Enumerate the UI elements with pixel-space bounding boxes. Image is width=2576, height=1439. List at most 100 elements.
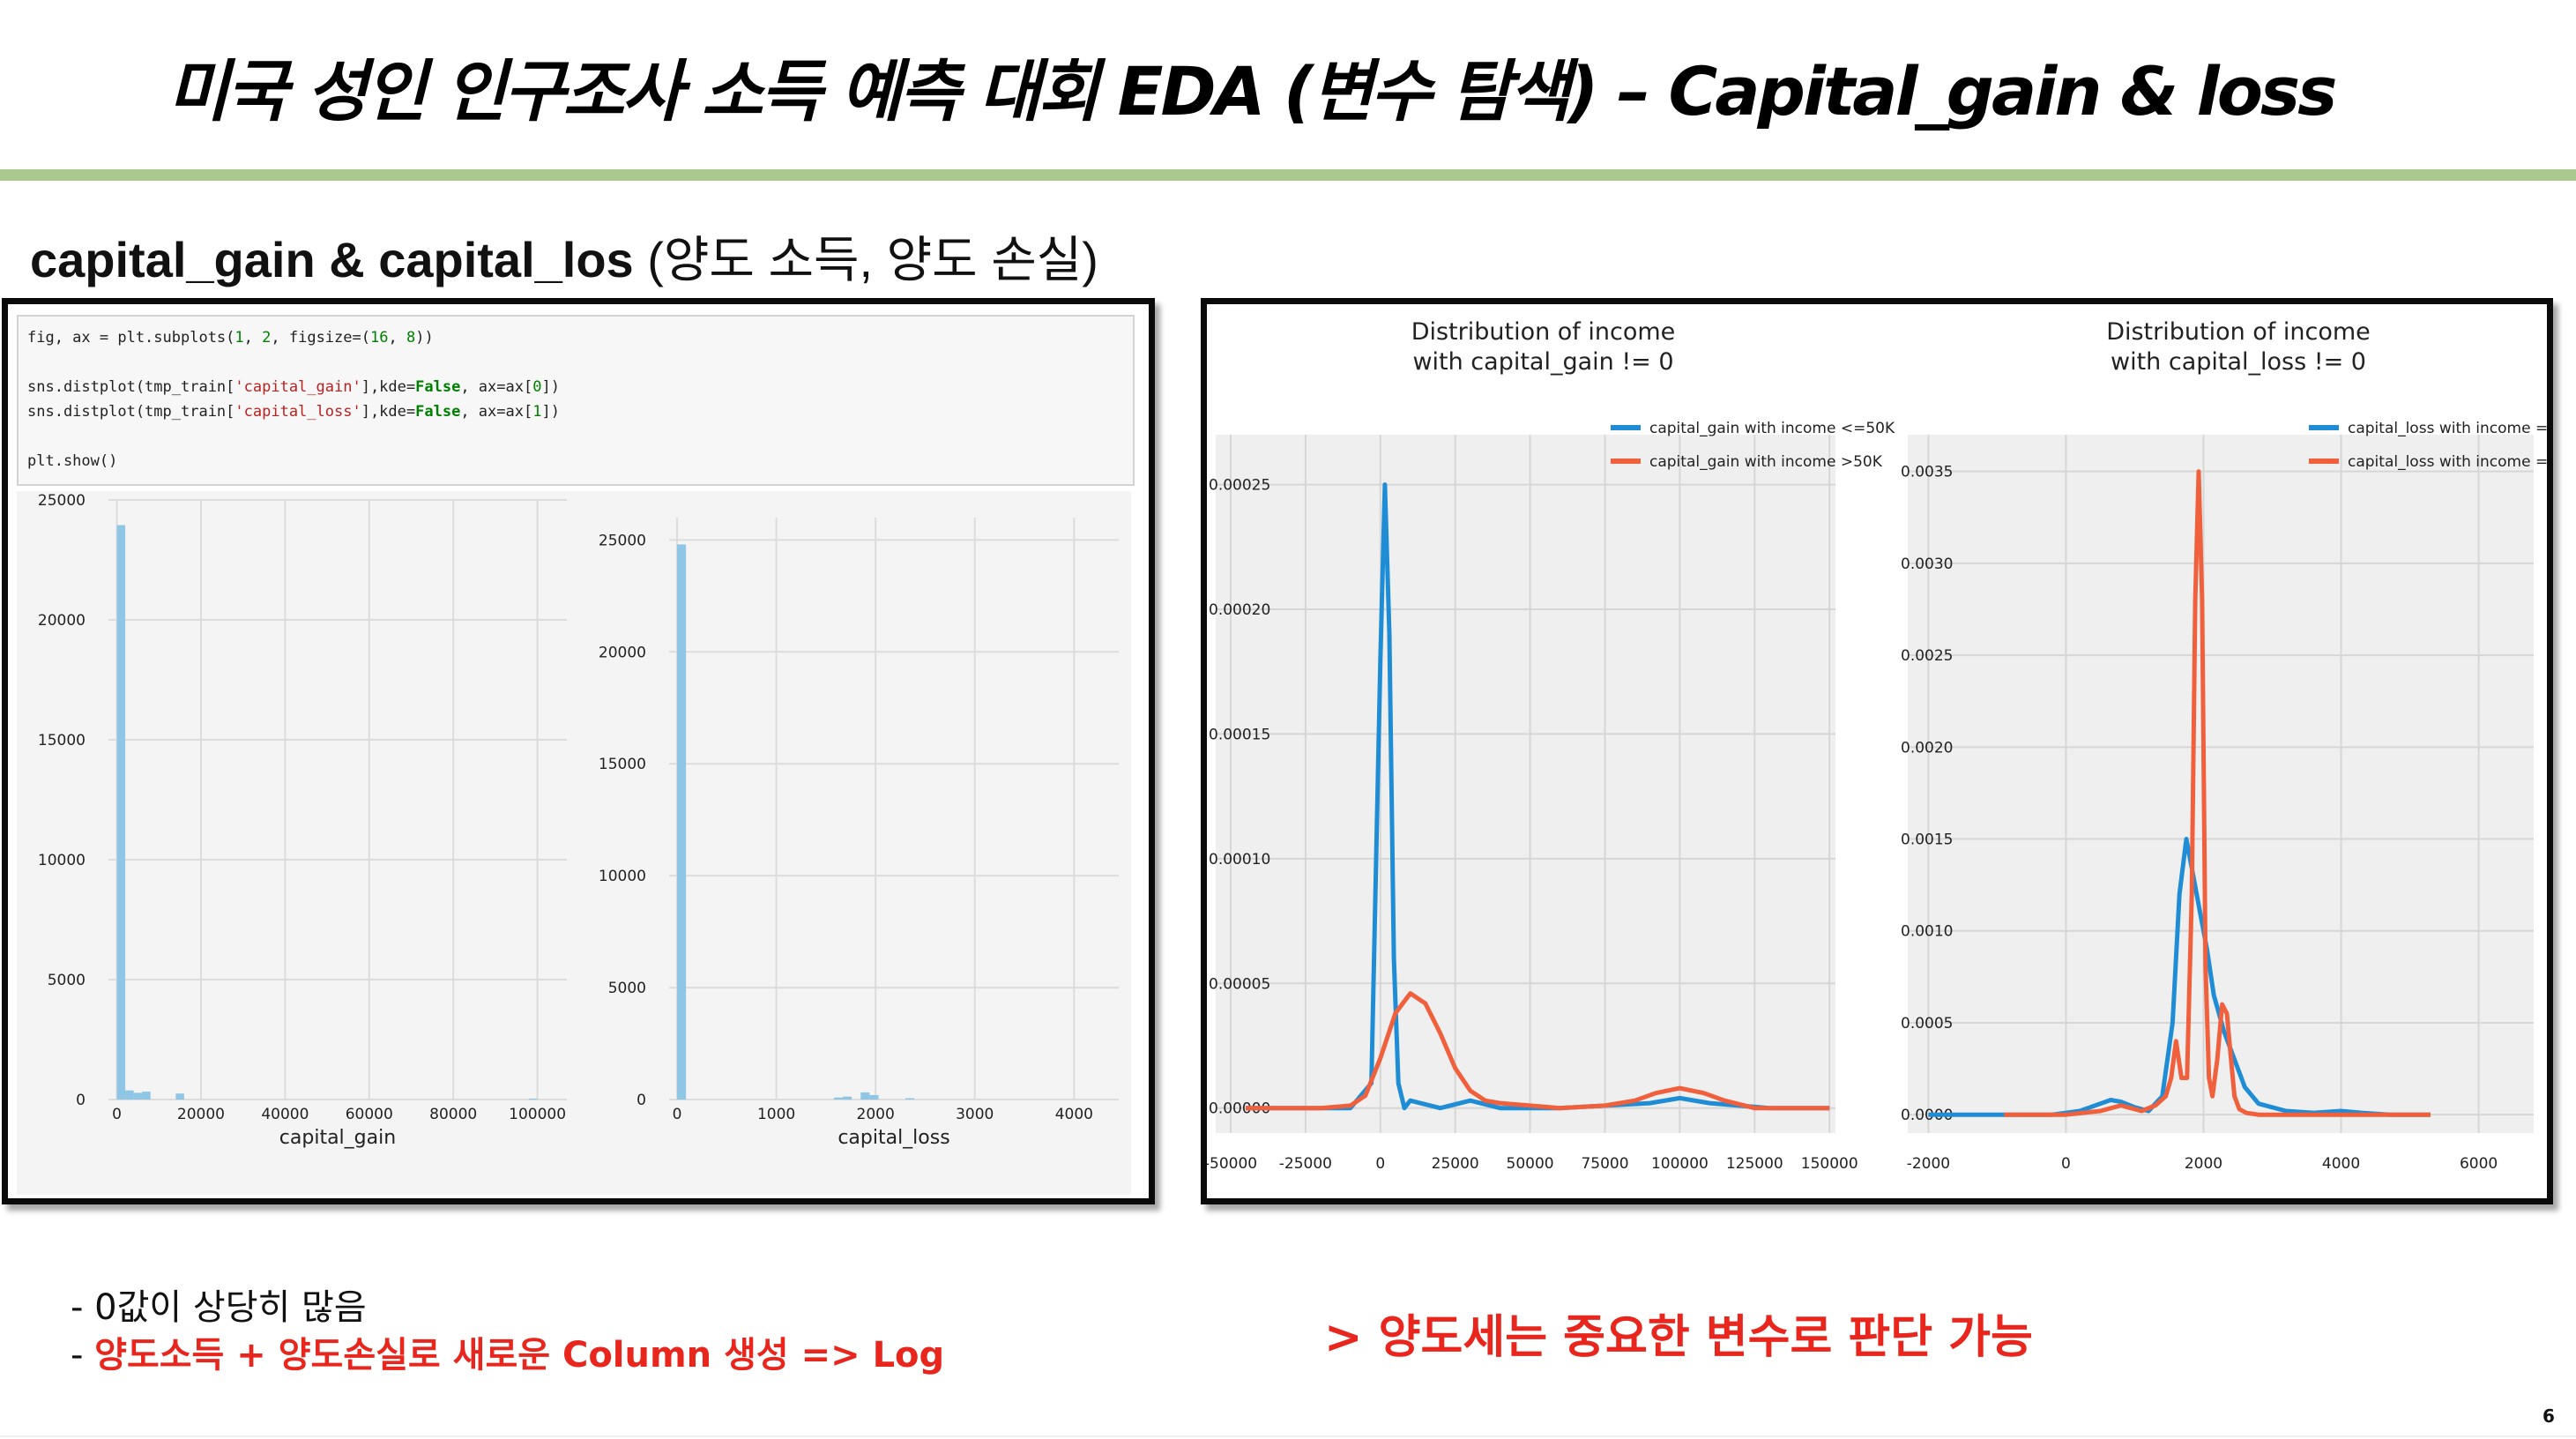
hist-bar (142, 1092, 151, 1100)
page-number: 6 (2542, 1405, 2555, 1427)
y-tick-label: 0 (637, 1092, 646, 1109)
y-tick-label: 0 (76, 1092, 86, 1109)
x-tick-label: 25000 (1432, 1155, 1479, 1173)
y-tick-label: 10000 (599, 868, 646, 885)
y-tick-label: 0.0005 (1901, 1015, 1953, 1033)
x-tick-label: -2000 (1907, 1155, 1950, 1173)
hist-chart-1: 0 1000 2000 3000 4000 0 5000 10000 15000 20000 250… (599, 518, 1119, 1149)
hist-bar (833, 1097, 844, 1100)
legend: capital_gain with income <=50K capital_ga… (1611, 420, 1895, 471)
x-tick-label: 4000 (2322, 1155, 2360, 1173)
y-tick-label: 25000 (38, 492, 86, 510)
x-tick-label: 75000 (1581, 1155, 1628, 1173)
series-line-1 (1246, 991, 1830, 1111)
y-tick-label: 5000 (48, 972, 86, 989)
histogram-charts: 0 20000 40000 60000 80000 1000000500010000150… (38, 492, 1119, 1149)
y-tick-label: 10000 (38, 852, 86, 869)
y-tick-label: 0.0030 (1901, 555, 1953, 573)
hist-bar (133, 1092, 143, 1100)
title-divider (0, 169, 2576, 181)
x-tick-label: 6000 (2460, 1155, 2498, 1173)
x-tick-label: -25000 (1279, 1155, 1332, 1173)
plot-background (1216, 435, 1835, 1133)
kde-charts: -50000 -25000 0 25000 50000 75000 100000 125000… (1204, 318, 2575, 1173)
legend-label: capital_loss with income == 1 (2348, 453, 2547, 471)
x-tick-label: 1000 (757, 1106, 795, 1123)
section-heading: capital_gain & capital_los (양도 소득, 양도 손실… (30, 220, 1098, 292)
code-cell: fig, ax = plt.subplots(1, 2, figsize=(16… (17, 315, 1135, 486)
kde-plots-panel: -50000 -25000 0 25000 50000 75000 100000 125000… (1201, 298, 2575, 1204)
x-tick-label: 150000 (1801, 1155, 1858, 1173)
x-axis-label: capital_loss (838, 1127, 949, 1149)
notebook-screenshot-panel: fig, ax = plt.subplots(1, 2, figsize=(16… (2, 298, 1155, 1204)
y-tick-label: 15000 (38, 732, 86, 749)
y-tick-label: 0.00015 (1209, 726, 1270, 743)
x-tick-label: 125000 (1726, 1155, 1783, 1173)
series-line-0 (1928, 837, 2431, 1117)
y-tick-label: 20000 (38, 612, 86, 630)
x-axis-label: capital_gain (279, 1127, 396, 1149)
section-heading-korean: (양도 소득, 양도 손실) (633, 232, 1098, 287)
output-area: 0 20000 40000 60000 80000 100000 0 5000 10000 150… (17, 491, 1131, 1195)
y-tick-label: 0.00000 (1209, 1100, 1270, 1118)
y-tick-label: 0.0000 (1901, 1107, 1953, 1124)
y-tick-label: 5000 (608, 980, 646, 997)
x-tick-label: 50000 (1507, 1155, 1554, 1173)
hist-bar (905, 1098, 915, 1100)
code-line-1: fig, ax = plt.subplots(1, 2, figsize=(16… (27, 329, 434, 347)
hist-bar (869, 1094, 879, 1100)
conclusion-text: > 양도세는 중요한 변수로 판단 가능 (1324, 1311, 2033, 1364)
x-tick-label: 0 (1375, 1155, 1385, 1173)
y-tick-label: 0.0020 (1901, 739, 1953, 757)
note-new-column: - 양도소득 + 양도손실로 새로운 Column 생성 => Log (71, 1326, 944, 1377)
y-tick-label: 0.0035 (1901, 464, 1953, 481)
series-line-0 (1246, 482, 1830, 1111)
series-line-1 (2004, 469, 2431, 1117)
hist-bar (125, 1090, 134, 1100)
y-tick-label: 0.00025 (1209, 477, 1270, 495)
chart-subtitle: with capital_gain != 0 (1412, 348, 1673, 376)
kde-chart-3: -2000 0 2000 4000 6000 0.0000 0.0005 0.0010 0.00… (1901, 318, 2575, 1173)
note-zero-values: - 0값이 상당히 많음 (71, 1287, 367, 1328)
x-tick-label: 0 (2061, 1155, 2071, 1173)
hist-bar (175, 1093, 184, 1100)
x-tick-label: 2000 (857, 1106, 895, 1123)
x-tick-label: 100000 (509, 1106, 566, 1123)
chart-title: Distribution of income (1411, 318, 1676, 346)
legend-label: capital_gain with income <=50K (1649, 420, 1895, 437)
y-tick-label: 20000 (599, 644, 646, 661)
x-tick-label: 20000 (177, 1106, 225, 1123)
hist-chart-0: 0 20000 40000 60000 80000 100000 0 5000 10000 150… (38, 492, 567, 1149)
code-line-3: sns.distplot(tmp_train['capital_loss'],k… (27, 403, 560, 421)
slide-title: 미국 성인 인구조사 소득 예측 대회 EDA (변수 탐색) – Capita… (168, 52, 2337, 130)
x-tick-label: 100000 (1651, 1155, 1709, 1173)
legend: capital_loss with income == 0 capital_los… (2309, 420, 2575, 471)
hist-bar (860, 1092, 870, 1100)
chart-title: Distribution of income (2106, 318, 2371, 346)
x-tick-label: 4000 (1055, 1106, 1093, 1123)
y-tick-label: 0.0010 (1901, 923, 1953, 941)
x-tick-label: 0 (673, 1106, 682, 1123)
y-tick-label: 25000 (599, 532, 646, 549)
code-line-2: sns.distplot(tmp_train['capital_gain'],k… (27, 378, 560, 396)
x-tick-label: 2000 (2185, 1155, 2222, 1173)
legend-label: capital_gain with income >50K (1649, 453, 1883, 471)
note-new-column-text: 양도소득 + 양도손실로 새로운 Column 생성 => Log (94, 1335, 945, 1376)
y-tick-label: 15000 (599, 756, 646, 773)
x-tick-label: 60000 (346, 1106, 393, 1123)
section-heading-latin: capital_gain & capital_los (30, 232, 634, 287)
y-tick-label: 0.0025 (1901, 647, 1953, 665)
x-tick-label: -50000 (1207, 1155, 1257, 1173)
hist-bar (529, 1098, 538, 1100)
hist-bar (843, 1096, 852, 1100)
x-tick-label: 0 (112, 1106, 122, 1123)
legend-label: capital_loss with income == 0 (2348, 420, 2547, 437)
hist-bar (116, 525, 126, 1100)
y-tick-label: 0.00020 (1209, 601, 1270, 619)
chart-subtitle: with capital_loss != 0 (2111, 348, 2366, 376)
x-tick-label: 3000 (956, 1106, 994, 1123)
footer-divider (0, 1435, 2576, 1437)
note-dash: - (71, 1335, 95, 1376)
hist-bar (677, 544, 687, 1100)
y-tick-label: 0.00005 (1209, 975, 1270, 993)
